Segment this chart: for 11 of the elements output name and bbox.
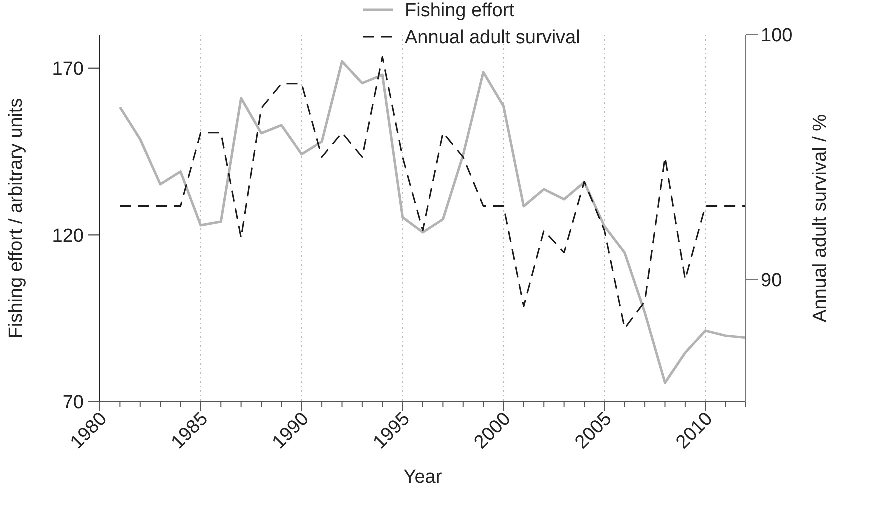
x-axis-title: Year — [404, 467, 443, 488]
y2-tick-label: 100 — [761, 26, 793, 47]
y2-tick-label: 90 — [761, 270, 782, 292]
y-tick-label: 120 — [52, 226, 84, 247]
line-series — [119, 56, 747, 330]
y2-axis-title: Annual adult survival / % — [810, 114, 831, 323]
legend-label: Fishing effort — [405, 0, 516, 22]
y-tick-label: 170 — [52, 59, 84, 80]
y-axis-title: Fishing effort / arbitrary units — [6, 98, 27, 339]
legend-label: Annual adult survival — [405, 28, 580, 49]
y-tick-label: 70 — [62, 392, 84, 414]
